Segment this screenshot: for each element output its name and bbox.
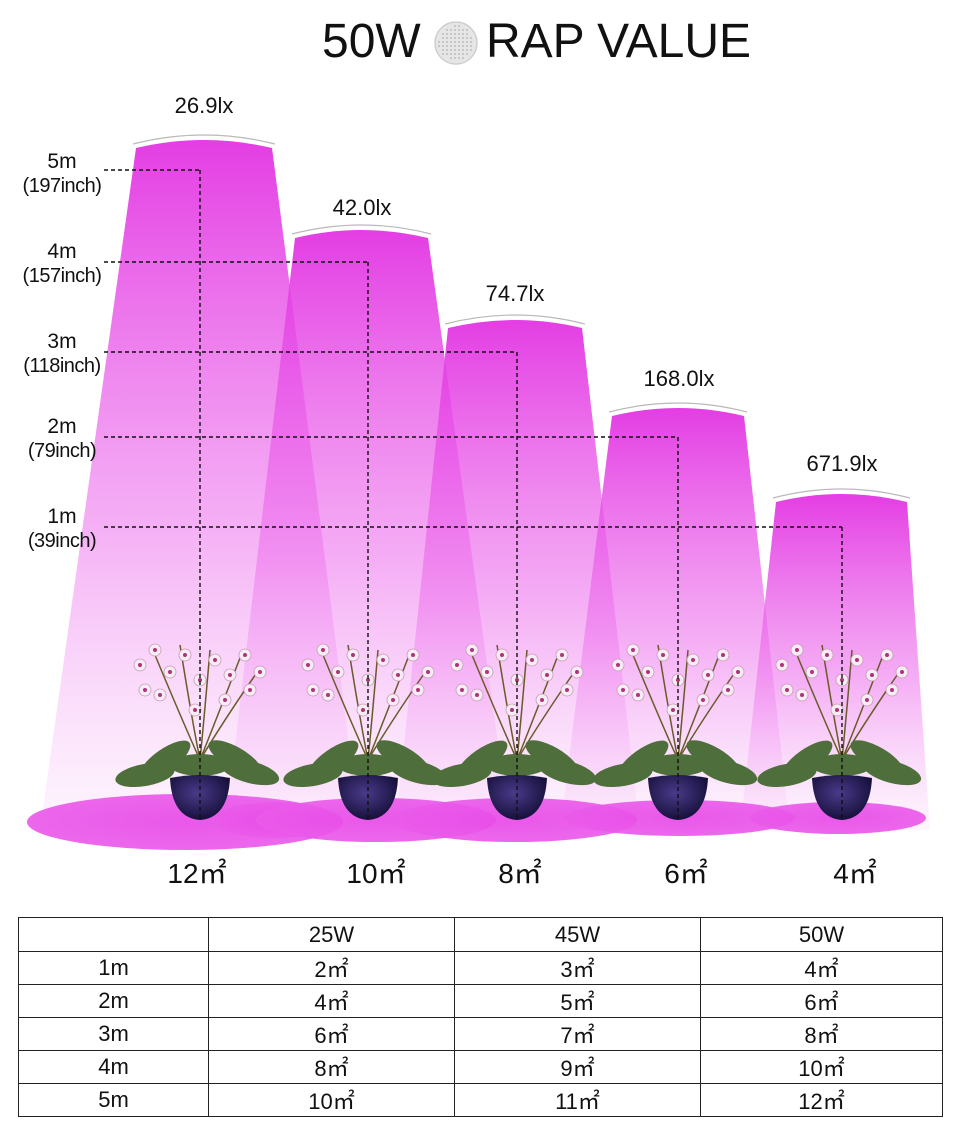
height-inches: (39inch) bbox=[27, 530, 97, 552]
lamp-rim bbox=[608, 402, 748, 413]
table-row: 3m 6㎡ 7㎡ 8㎡ bbox=[18, 1017, 943, 1051]
lamp-rim bbox=[132, 134, 276, 145]
height-label: 4m (157inch) bbox=[16, 240, 108, 288]
table-cell: 8㎡ bbox=[208, 1050, 455, 1084]
table-cell: 5㎡ bbox=[454, 984, 701, 1018]
table-header-cell bbox=[18, 917, 209, 952]
table-cell: 6㎡ bbox=[700, 984, 943, 1018]
table-cell: 6㎡ bbox=[208, 1017, 455, 1051]
light-beam bbox=[740, 494, 930, 830]
orchid-plant-icon bbox=[115, 643, 280, 820]
height-label: 5m (197inch) bbox=[16, 150, 108, 198]
lux-label: 42.0lx bbox=[332, 195, 392, 220]
orchid-plant-icon bbox=[432, 643, 597, 820]
table-header-cell: 25W bbox=[208, 917, 455, 952]
led-panel-icon bbox=[434, 21, 478, 65]
height-meters: 4m bbox=[47, 240, 77, 263]
height-meters: 5m bbox=[47, 150, 77, 173]
table-cell: 11㎡ bbox=[454, 1083, 701, 1117]
lux-label: 168.0lx bbox=[643, 366, 715, 391]
height-label: 3m (118inch) bbox=[16, 330, 108, 378]
coverage-area-label: 10㎡ bbox=[346, 858, 406, 889]
table-cell: 4㎡ bbox=[700, 951, 943, 985]
table-row: 1m 2㎡ 3㎡ 4㎡ bbox=[18, 951, 943, 985]
coverage-area-label: 4㎡ bbox=[833, 858, 877, 889]
table-header-cell: 45W bbox=[454, 917, 701, 952]
table-row: 2m 4㎡ 5㎡ 6㎡ bbox=[18, 984, 943, 1018]
table-cell: 10㎡ bbox=[208, 1083, 455, 1117]
table-cell: 3㎡ bbox=[454, 951, 701, 985]
height-inches: (157inch) bbox=[22, 265, 102, 287]
table-header-cell: 50W bbox=[700, 917, 943, 952]
table-cell: 9㎡ bbox=[454, 1050, 701, 1084]
table-cell: 5m bbox=[18, 1083, 209, 1117]
height-inches: (118inch) bbox=[23, 355, 101, 377]
light-beam bbox=[560, 408, 790, 830]
table-row: 4m 8㎡ 9㎡ 10㎡ bbox=[18, 1050, 943, 1084]
table-row: 5m 10㎡ 11㎡ 12㎡ bbox=[18, 1083, 943, 1117]
height-inches: (79inch) bbox=[27, 440, 97, 462]
height-meters: 2m bbox=[47, 415, 77, 438]
table-header-row: 25W 45W 50W bbox=[18, 917, 943, 952]
title-wattage: 50W bbox=[322, 15, 421, 68]
height-label: 2m (79inch) bbox=[16, 415, 108, 463]
coverage-area-disc bbox=[393, 798, 637, 842]
lamp-rim bbox=[444, 314, 586, 325]
table-cell: 10㎡ bbox=[700, 1050, 943, 1084]
lux-label: 74.7lx bbox=[485, 281, 545, 306]
coverage-area-label: 8㎡ bbox=[498, 858, 542, 889]
coverage-area-label: 12㎡ bbox=[167, 858, 227, 889]
table-cell: 4㎡ bbox=[208, 984, 455, 1018]
table-cell: 2m bbox=[18, 984, 209, 1018]
orchid-plant-icon bbox=[283, 643, 448, 820]
table-cell: 4m bbox=[18, 1050, 209, 1084]
height-inches: (197inch) bbox=[22, 175, 102, 197]
table-cell: 12㎡ bbox=[700, 1083, 943, 1117]
table-cell: 1m bbox=[18, 951, 209, 985]
lamp-rim bbox=[772, 488, 911, 499]
lamp-rim bbox=[291, 224, 432, 235]
height-label: 1m (39inch) bbox=[16, 505, 108, 553]
coverage-diagram bbox=[27, 134, 930, 850]
table-cell: 8㎡ bbox=[700, 1017, 943, 1051]
table-cell: 2㎡ bbox=[208, 951, 455, 985]
coverage-area-label: 6㎡ bbox=[664, 858, 708, 889]
lux-label: 26.9lx bbox=[174, 93, 234, 118]
table-cell: 3m bbox=[18, 1017, 209, 1051]
height-meters: 3m bbox=[47, 330, 77, 353]
coverage-table: 25W 45W 50W 1m 2㎡ 3㎡ 4㎡ 2m 4㎡ 5㎡ 6㎡ 3m 6… bbox=[18, 917, 943, 1117]
title-bar: 50W RAP VALUE bbox=[0, 8, 960, 68]
title-text: RAP VALUE bbox=[486, 15, 752, 68]
height-meters: 1m bbox=[47, 505, 77, 528]
table-cell: 7㎡ bbox=[454, 1017, 701, 1051]
lux-label: 671.9lx bbox=[806, 451, 878, 476]
orchid-plant-icon bbox=[757, 643, 922, 820]
